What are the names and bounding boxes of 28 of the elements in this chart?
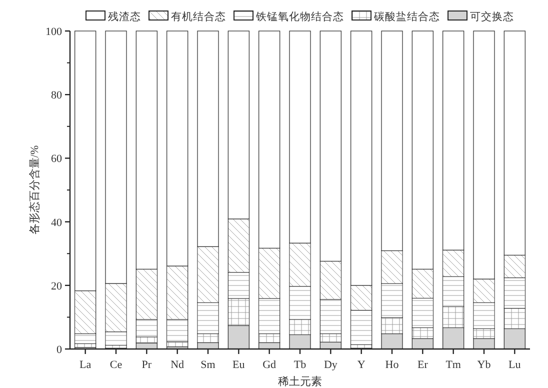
x-tick-label: Ho: [385, 359, 400, 371]
x-tick-label: Pr: [142, 359, 152, 371]
x-tick-label: Tm: [446, 359, 462, 371]
legend-label: 残渣态: [108, 10, 141, 23]
x-tick-label: Y: [357, 359, 366, 371]
legend-label: 有机结合态: [171, 10, 226, 23]
y-tick-label: 60: [51, 153, 62, 166]
x-axis-title: 稀土元素: [278, 375, 322, 388]
y-axis-title: 各形态百分含量/%: [28, 145, 41, 235]
x-tick-label: Er: [417, 359, 428, 371]
x-tick-label: La: [80, 359, 92, 371]
x-tick-label: Sm: [200, 359, 216, 371]
x-tick-label: Eu: [232, 359, 246, 371]
legend-label: 可交换态: [470, 10, 514, 23]
x-tick-label: Dy: [324, 359, 338, 371]
y-tick-label: 20: [51, 280, 62, 292]
y-tick-label: 40: [51, 216, 62, 229]
x-tick-label: Tb: [294, 359, 307, 371]
y-tick-label: 0: [56, 344, 62, 356]
x-tick-label: Lu: [508, 359, 522, 371]
x-tick-label: Yb: [477, 359, 492, 371]
x-tick-label: Gd: [262, 359, 277, 371]
x-tick-label: Nd: [170, 359, 185, 371]
y-tick-label: 80: [51, 90, 62, 102]
y-tick-label: 100: [46, 26, 62, 38]
x-tick-label: Ce: [110, 359, 122, 371]
legend-label: 碳酸盐结合态: [373, 10, 440, 23]
legend-label: 铁锰氧化物结合态: [255, 10, 344, 23]
